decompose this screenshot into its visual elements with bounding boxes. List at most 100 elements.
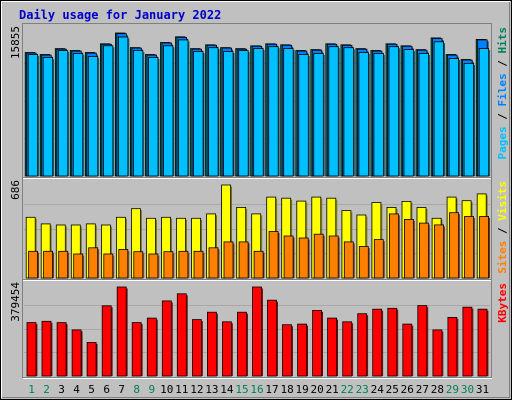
legend-item: Files xyxy=(496,73,509,106)
bar-sites-day-8 xyxy=(133,251,144,279)
bar-pages-day-12 xyxy=(193,51,204,177)
x-tick-label-day-31: 31 xyxy=(476,383,489,396)
x-tick-label-day-14: 14 xyxy=(220,383,234,396)
bar-pages-day-27 xyxy=(418,53,429,177)
x-tick-label-day-6: 6 xyxy=(103,383,110,396)
bar-pages-day-15 xyxy=(238,50,249,177)
bar-kbytes-day-18 xyxy=(282,324,292,377)
legend-item: Sites xyxy=(496,241,509,274)
x-tick-label-day-7: 7 xyxy=(118,383,125,396)
x-tick-label-day-13: 13 xyxy=(205,383,218,396)
bar-kbytes-day-13 xyxy=(206,311,217,377)
bar-kbytes-day-1 xyxy=(26,322,37,377)
x-tick-label-day-10: 10 xyxy=(160,383,173,396)
x-tick-label-day-11: 11 xyxy=(175,383,188,396)
bar-sites-day-15 xyxy=(238,241,249,279)
x-tick-label-day-12: 12 xyxy=(190,383,203,396)
x-tick-label-day-30: 30 xyxy=(461,383,474,396)
bar-sites-day-23 xyxy=(358,246,369,279)
bar-kbytes-day-17 xyxy=(267,299,277,377)
x-tick-label-day-19: 19 xyxy=(295,383,308,396)
panel-legend: Sites / Visits xyxy=(496,181,509,274)
bar-kbytes-day-28 xyxy=(432,329,443,377)
bar-pages-day-18 xyxy=(283,48,294,177)
bar-pages-day-25 xyxy=(388,46,399,177)
bar-pages-day-2 xyxy=(42,57,54,177)
x-tick-label-day-16: 16 xyxy=(250,383,263,396)
x-tick-label-day-23: 23 xyxy=(356,383,369,396)
x-tick-label-day-5: 5 xyxy=(88,383,95,396)
bar-sites-day-29 xyxy=(449,212,459,279)
bar-pages-day-26 xyxy=(403,49,414,177)
bar-sites-day-28 xyxy=(434,224,444,279)
bar-kbytes-day-10 xyxy=(161,300,172,377)
bar-pages-day-19 xyxy=(298,54,309,177)
bar-kbytes-day-9 xyxy=(146,317,157,377)
bar-kbytes-day-19 xyxy=(297,323,308,377)
bar-sites-day-7 xyxy=(118,249,129,279)
bar-sites-day-24 xyxy=(373,239,384,279)
panel-frame xyxy=(22,279,492,378)
bar-kbytes-day-30 xyxy=(462,306,473,377)
bar-kbytes-day-16 xyxy=(252,286,262,377)
x-tick-label-day-9: 9 xyxy=(148,383,155,396)
bar-kbytes-day-29 xyxy=(447,316,458,377)
x-tick-label-day-4: 4 xyxy=(73,383,80,396)
bar-pages-day-16 xyxy=(253,48,264,177)
bar-kbytes-day-2 xyxy=(41,320,52,377)
bar-kbytes-day-23 xyxy=(357,313,368,377)
bar-pages-day-7 xyxy=(118,36,129,177)
bar-sites-day-27 xyxy=(418,222,429,279)
x-tick-label-day-29: 29 xyxy=(446,383,459,396)
bar-kbytes-day-31 xyxy=(477,308,488,377)
bar-pages-day-6 xyxy=(103,45,114,177)
bar-sites-day-6 xyxy=(103,253,114,279)
bar-sites-day-25 xyxy=(388,213,399,279)
x-tick-label-day-17: 17 xyxy=(265,383,278,396)
bar-kbytes-day-11 xyxy=(176,293,187,377)
bar-kbytes-day-24 xyxy=(372,308,383,377)
bar-kbytes-day-20 xyxy=(312,309,323,377)
bar-pages-day-23 xyxy=(358,52,369,177)
legend-item: / xyxy=(496,54,509,74)
x-axis-day-labels: 1 2 3 4 5 6 7 8 9 10 11 12 13 14 15 16 17 18 19 20 21 22 23 24 2… xyxy=(28,383,489,396)
bar-kbytes-day-4 xyxy=(71,329,82,377)
panel-legend: Pages / Files / Hits xyxy=(496,27,509,160)
bar-kbytes-day-22 xyxy=(342,321,353,377)
x-tick-label-day-27: 27 xyxy=(416,383,429,396)
legend-item: Hits xyxy=(496,27,509,54)
y-axis-max-label: 15855 xyxy=(9,26,22,59)
bar-sites-day-19 xyxy=(298,237,309,279)
bar-kbytes-day-6 xyxy=(101,305,112,377)
bar-sites-day-18 xyxy=(283,235,294,279)
bar-sites-day-10 xyxy=(163,251,174,279)
x-tick-label-day-24: 24 xyxy=(371,383,385,396)
bar-sites-day-26 xyxy=(403,218,414,279)
bar-kbytes-day-21 xyxy=(327,317,338,377)
bar-sites-day-13 xyxy=(208,247,219,279)
bar-pages-day-22 xyxy=(343,47,354,177)
bar-pages-day-3 xyxy=(57,50,69,177)
bar-sites-day-11 xyxy=(178,250,189,279)
bar-kbytes-day-26 xyxy=(402,323,413,377)
x-tick-label-day-15: 15 xyxy=(235,383,248,396)
bar-sites-day-5 xyxy=(88,247,99,279)
bar-pages-day-4 xyxy=(72,53,84,177)
chart-title: Daily usage for January 2022 xyxy=(19,8,221,22)
bar-pages-day-20 xyxy=(313,53,324,177)
legend-item: KBytes xyxy=(496,283,509,323)
bar-sites-day-21 xyxy=(328,235,339,279)
x-tick-label-day-21: 21 xyxy=(326,383,339,396)
y-axis-max-label: 379454 xyxy=(9,282,22,322)
y-axis-max-label: 686 xyxy=(9,180,22,200)
x-tick-label-day-8: 8 xyxy=(133,383,140,396)
bar-kbytes-day-15 xyxy=(237,311,247,377)
bar-sites-day-4 xyxy=(73,253,84,279)
chart-panels: 15855 Pages / Files / Hits 686 Sites / Visi… xyxy=(9,23,509,379)
bar-pages-day-8 xyxy=(132,50,144,177)
bar-pages-day-11 xyxy=(178,39,189,177)
bar-pages-day-9 xyxy=(148,57,159,177)
bar-pages-day-10 xyxy=(163,45,174,177)
bar-pages-day-21 xyxy=(328,46,339,177)
